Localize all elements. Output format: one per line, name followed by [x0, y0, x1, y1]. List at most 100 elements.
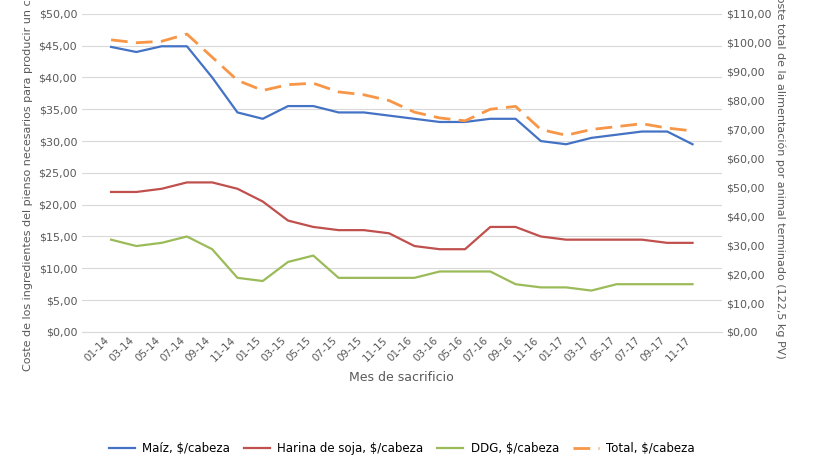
Total, $/cabeza: [662, 125, 672, 131]
Harina de soja, $/cabeza: [687, 240, 697, 246]
Maíz, $/cabeza: [662, 129, 672, 134]
DDG, $/cabeza: [586, 288, 595, 293]
Harina de soja, $/cabeza: [207, 180, 217, 185]
Maíz, $/cabeza: [156, 43, 166, 49]
Total, $/cabeza: [510, 104, 520, 109]
DDG, $/cabeza: [434, 269, 444, 274]
DDG, $/cabeza: [384, 275, 394, 281]
Total, $/cabeza: [434, 115, 444, 121]
Total, $/cabeza: [106, 37, 115, 42]
Total, $/cabeza: [409, 109, 419, 115]
DDG, $/cabeza: [233, 275, 242, 281]
Harina de soja, $/cabeza: [384, 230, 394, 236]
Maíz, $/cabeza: [560, 142, 570, 147]
Maíz, $/cabeza: [459, 119, 469, 125]
Total, $/cabeza: [333, 89, 343, 95]
DDG, $/cabeza: [636, 281, 646, 287]
Harina de soja, $/cabeza: [636, 237, 646, 242]
DDG, $/cabeza: [687, 281, 697, 287]
DDG, $/cabeza: [333, 275, 343, 281]
DDG, $/cabeza: [182, 234, 192, 239]
Total, $/cabeza: [207, 54, 217, 60]
Total, $/cabeza: [636, 121, 646, 126]
DDG, $/cabeza: [409, 275, 419, 281]
Harina de soja, $/cabeza: [662, 240, 672, 246]
X-axis label: Mes de sacrificio: Mes de sacrificio: [349, 372, 454, 384]
Line: Harina de soja, $/cabeza: Harina de soja, $/cabeza: [111, 183, 692, 249]
Harina de soja, $/cabeza: [510, 224, 520, 230]
Maíz, $/cabeza: [485, 116, 495, 122]
DDG, $/cabeza: [131, 243, 141, 249]
DDG, $/cabeza: [459, 269, 469, 274]
Harina de soja, $/cabeza: [560, 237, 570, 242]
DDG, $/cabeza: [510, 281, 520, 287]
Total, $/cabeza: [182, 31, 192, 37]
Total, $/cabeza: [536, 127, 545, 132]
Harina de soja, $/cabeza: [106, 189, 115, 195]
Legend: Maíz, $/cabeza, Harina de soja, $/cabeza, DDG, $/cabeza, Total, $/cabeza: Maíz, $/cabeza, Harina de soja, $/cabeza…: [104, 437, 699, 460]
Total, $/cabeza: [586, 127, 595, 132]
DDG, $/cabeza: [662, 281, 672, 287]
Harina de soja, $/cabeza: [182, 180, 192, 185]
Harina de soja, $/cabeza: [233, 186, 242, 192]
Total, $/cabeza: [560, 132, 570, 138]
DDG, $/cabeza: [359, 275, 369, 281]
Total, $/cabeza: [257, 88, 267, 93]
Harina de soja, $/cabeza: [308, 224, 318, 230]
Total, $/cabeza: [384, 98, 394, 103]
Maíz, $/cabeza: [207, 75, 217, 80]
Maíz, $/cabeza: [333, 110, 343, 115]
Harina de soja, $/cabeza: [611, 237, 621, 242]
Harina de soja, $/cabeza: [257, 199, 267, 204]
Harina de soja, $/cabeza: [459, 247, 469, 252]
Maíz, $/cabeza: [233, 110, 242, 115]
Total, $/cabeza: [233, 77, 242, 83]
Total, $/cabeza: [283, 82, 292, 88]
DDG, $/cabeza: [611, 281, 621, 287]
Total, $/cabeza: [485, 106, 495, 112]
Harina de soja, $/cabeza: [434, 247, 444, 252]
Maíz, $/cabeza: [434, 119, 444, 125]
Y-axis label: Coste de los ingredientes del pienso necesarios para producir un cerdo: Coste de los ingredientes del pienso nec…: [23, 0, 33, 371]
Maíz, $/cabeza: [106, 44, 115, 50]
Maíz, $/cabeza: [131, 49, 141, 55]
Maíz, $/cabeza: [384, 113, 394, 118]
DDG, $/cabeza: [283, 259, 292, 265]
Harina de soja, $/cabeza: [283, 218, 292, 224]
Line: Maíz, $/cabeza: Maíz, $/cabeza: [111, 46, 692, 144]
Line: DDG, $/cabeza: DDG, $/cabeza: [111, 236, 692, 290]
Harina de soja, $/cabeza: [485, 224, 495, 230]
Total, $/cabeza: [459, 118, 469, 124]
DDG, $/cabeza: [257, 278, 267, 284]
Harina de soja, $/cabeza: [359, 227, 369, 233]
Total, $/cabeza: [687, 128, 697, 134]
Harina de soja, $/cabeza: [586, 237, 595, 242]
Maíz, $/cabeza: [359, 110, 369, 115]
Maíz, $/cabeza: [687, 142, 697, 147]
Total, $/cabeza: [156, 39, 166, 44]
DDG, $/cabeza: [485, 269, 495, 274]
Maíz, $/cabeza: [586, 135, 595, 141]
Harina de soja, $/cabeza: [536, 234, 545, 239]
Maíz, $/cabeza: [308, 103, 318, 109]
DDG, $/cabeza: [156, 240, 166, 246]
DDG, $/cabeza: [207, 247, 217, 252]
Total, $/cabeza: [359, 92, 369, 98]
Total, $/cabeza: [131, 40, 141, 46]
Maíz, $/cabeza: [409, 116, 419, 122]
Harina de soja, $/cabeza: [131, 189, 141, 195]
Harina de soja, $/cabeza: [156, 186, 166, 192]
Total, $/cabeza: [611, 124, 621, 130]
Y-axis label: Coste total de la alimentación por animal terminado (122,5 kg PV): Coste total de la alimentación por anima…: [775, 0, 785, 358]
Line: Total, $/cabeza: Total, $/cabeza: [111, 34, 692, 135]
Maíz, $/cabeza: [283, 103, 292, 109]
Maíz, $/cabeza: [536, 138, 545, 144]
Harina de soja, $/cabeza: [409, 243, 419, 249]
Maíz, $/cabeza: [182, 43, 192, 49]
Maíz, $/cabeza: [636, 129, 646, 134]
Harina de soja, $/cabeza: [333, 227, 343, 233]
DDG, $/cabeza: [106, 237, 115, 242]
Total, $/cabeza: [308, 81, 318, 86]
Maíz, $/cabeza: [510, 116, 520, 122]
Maíz, $/cabeza: [257, 116, 267, 122]
